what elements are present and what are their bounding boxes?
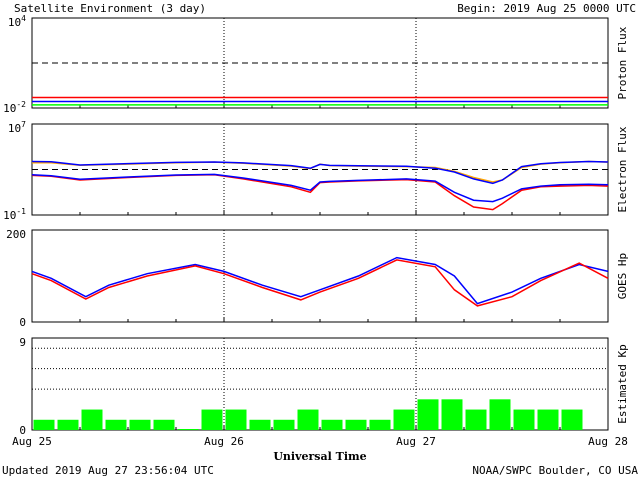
footer-updated: Updated 2019 Aug 27 23:56:04 UTC xyxy=(2,464,214,477)
estimated-kp-bar xyxy=(393,409,415,430)
estimated-kp-y-tick-bottom: 0 xyxy=(19,424,26,437)
estimated-kp-bar xyxy=(33,419,55,430)
goes-hp-series-red-1 xyxy=(31,259,609,307)
estimated-kp-bar xyxy=(537,409,559,430)
estimated-kp-bar xyxy=(297,409,319,430)
x-tick-label-aug25: Aug 25 xyxy=(12,435,52,448)
estimated-kp-bar xyxy=(81,409,103,430)
estimated-kp-bar xyxy=(225,409,247,430)
proton-flux-frame xyxy=(31,17,609,109)
estimated-kp-bar xyxy=(105,419,127,430)
estimated-kp-bar xyxy=(489,399,511,430)
proton-flux-panel: 104 10-2 Proton Flux xyxy=(3,14,629,115)
estimated-kp-y-tick-top: 9 xyxy=(19,336,26,349)
x-tick-label-aug28: Aug 28 xyxy=(588,435,628,448)
estimated-kp-bar xyxy=(561,409,583,430)
estimated-kp-bar xyxy=(57,419,79,430)
estimated-kp-bar xyxy=(369,419,391,430)
estimated-kp-axis-label: Estimated Kp xyxy=(616,344,629,423)
estimated-kp-bar xyxy=(153,419,175,430)
estimated-kp-panel: 9 0 Estimated Kp xyxy=(19,336,629,437)
proton-flux-axis-label: Proton Flux xyxy=(616,26,629,99)
x-tick-label-aug26: Aug 26 xyxy=(204,435,244,448)
electron-flux-y-tick-top: 107 xyxy=(8,120,26,135)
electron-flux-series-blue-1 xyxy=(31,160,609,185)
estimated-kp-bar xyxy=(129,419,151,430)
estimated-kp-bar xyxy=(345,419,367,430)
estimated-kp-bar xyxy=(321,419,343,430)
goes-hp-frame xyxy=(31,229,609,323)
estimated-kp-bar xyxy=(177,429,199,430)
estimated-kp-bar xyxy=(417,399,439,430)
electron-flux-axis-label: Electron Flux xyxy=(616,126,629,212)
proton-flux-y-tick-top: 104 xyxy=(8,14,26,29)
x-axis-label: Universal Time xyxy=(273,450,366,463)
electron-flux-frame xyxy=(31,123,609,216)
electron-flux-panel: 107 10-1 Electron Flux xyxy=(3,120,629,222)
goes-hp-axis-label: GOES Hp xyxy=(616,253,629,299)
estimated-kp-bar xyxy=(249,419,271,430)
estimated-kp-bar xyxy=(465,409,487,430)
estimated-kp-frame xyxy=(31,337,609,431)
goes-hp-y-tick-top: 200 xyxy=(6,228,26,241)
estimated-kp-bar xyxy=(273,419,295,430)
goes-hp-series-blue-0 xyxy=(31,256,609,305)
chart-title: Satellite Environment (3 day) xyxy=(14,2,206,15)
proton-flux-y-tick-bottom: 10-2 xyxy=(3,100,26,115)
estimated-kp-bar xyxy=(513,409,535,430)
footer-source: NOAA/SWPC Boulder, CO USA xyxy=(472,464,638,477)
goes-hp-y-tick-bottom: 0 xyxy=(19,316,26,329)
electron-flux-series-blue-3 xyxy=(31,173,609,203)
goes-hp-panel: 200 0 GOES Hp xyxy=(6,228,629,329)
begin-label: Begin: 2019 Aug 25 0000 UTC xyxy=(457,2,636,15)
electron-flux-y-tick-bottom: 10-1 xyxy=(3,207,26,222)
x-tick-label-aug27: Aug 27 xyxy=(396,435,436,448)
estimated-kp-bar xyxy=(441,399,463,430)
estimated-kp-bar xyxy=(201,409,223,430)
